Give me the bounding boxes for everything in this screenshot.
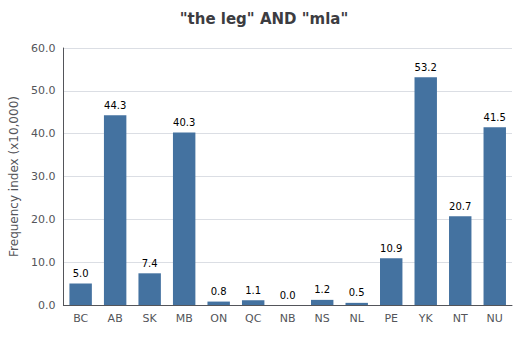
svg-text:0.0: 0.0 xyxy=(38,299,56,312)
svg-text:1.2: 1.2 xyxy=(314,284,330,295)
svg-text:1.1: 1.1 xyxy=(245,285,261,296)
svg-text:7.4: 7.4 xyxy=(142,258,158,269)
svg-text:NS: NS xyxy=(315,312,330,325)
svg-text:0.5: 0.5 xyxy=(349,287,365,298)
svg-text:QC: QC xyxy=(245,312,262,325)
svg-text:60.0: 60.0 xyxy=(31,42,56,55)
svg-text:40.3: 40.3 xyxy=(173,117,195,128)
svg-text:44.3: 44.3 xyxy=(104,100,126,111)
svg-text:MB: MB xyxy=(176,312,193,325)
svg-text:BC: BC xyxy=(73,312,88,325)
svg-text:40.0: 40.0 xyxy=(31,127,56,140)
svg-text:AB: AB xyxy=(108,312,123,325)
svg-text:5.0: 5.0 xyxy=(73,268,89,279)
svg-text:YK: YK xyxy=(418,312,434,325)
svg-text:"the leg" AND "mla": "the leg" AND "mla" xyxy=(180,10,349,28)
svg-text:41.5: 41.5 xyxy=(484,112,506,123)
svg-text:20.7: 20.7 xyxy=(449,201,471,212)
svg-text:20.0: 20.0 xyxy=(31,213,56,226)
svg-text:0.0: 0.0 xyxy=(280,290,296,301)
svg-text:NU: NU xyxy=(487,312,503,325)
svg-text:NB: NB xyxy=(280,312,296,325)
svg-text:NT: NT xyxy=(453,312,468,325)
svg-text:SK: SK xyxy=(143,312,158,325)
svg-text:NL: NL xyxy=(350,312,365,325)
svg-text:ON: ON xyxy=(210,312,227,325)
svg-text:PE: PE xyxy=(384,312,398,325)
svg-text:10.0: 10.0 xyxy=(31,256,56,269)
svg-text:0.8: 0.8 xyxy=(211,286,227,297)
svg-text:30.0: 30.0 xyxy=(31,170,56,183)
svg-text:Frequency index (x10,000): Frequency index (x10,000) xyxy=(7,96,21,257)
svg-text:10.9: 10.9 xyxy=(380,243,402,254)
svg-text:50.0: 50.0 xyxy=(31,84,56,97)
svg-text:53.2: 53.2 xyxy=(415,62,437,73)
